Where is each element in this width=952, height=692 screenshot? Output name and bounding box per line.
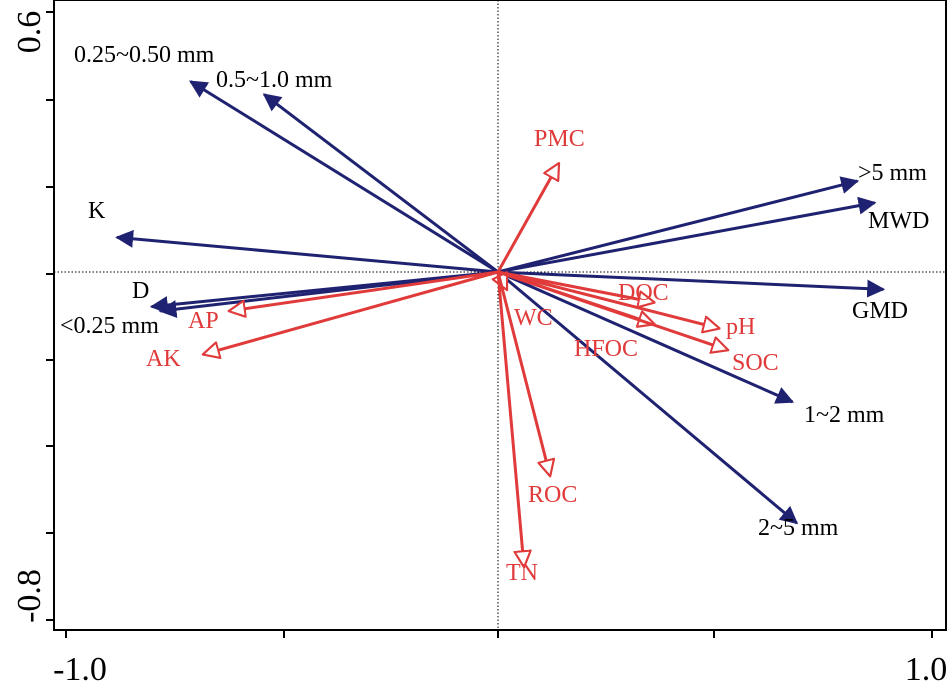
explanatory-label: WC [514,305,553,331]
explanatory-label: AK [146,346,181,372]
explanatory-arrow [497,270,727,350]
x-tick-label-left: -1.0 [53,651,107,688]
explanatory-label: TN [506,560,538,586]
response-label: K [88,198,106,224]
x-axis-ticks [65,630,933,638]
response-arrow [158,270,499,319]
response-label: 0.25~0.50 mm [74,42,215,68]
explanatory-arrow [204,270,499,354]
response-label: D [132,278,149,304]
explanatory-arrow [497,270,654,302]
explanatory-label: SOC [732,350,779,376]
y-axis-ticks [46,11,54,621]
response-label: 0.5~1.0 mm [216,67,333,93]
explanatory-label: DOC [618,280,669,306]
plot-frame [53,0,947,631]
response-label: MWD [868,208,929,234]
response-arrow [497,196,877,274]
response-label: 1~2 mm [804,402,885,428]
y-tick-label-bottom: -0.8 [11,569,48,623]
explanatory-label: ROC [528,482,577,508]
response-label: GMD [852,298,908,324]
response-arrow [115,229,499,274]
response-arrow [189,80,499,274]
explanatory-label: HFOC [574,336,638,362]
response-arrow [497,270,799,525]
response-label: 2~5 mm [758,515,839,541]
response-vectors: 0.25~0.50 mm0.5~1.0 mm >5 mm MWD K D <0.25 mm… [60,42,929,541]
explanatory-arrow [497,270,719,328]
explanatory-arrow [496,271,550,476]
response-arrow [262,93,499,274]
explanatory-label: PMC [534,126,585,152]
x-tick-label-right: 1.0 [905,651,948,688]
explanatory-label: AP [188,308,219,334]
response-arrow [497,270,795,404]
explanatory-label: pH [726,314,755,340]
response-label: >5 mm [858,160,927,186]
explanatory-arrow [496,271,524,566]
response-arrow [497,270,886,298]
y-tick-label-top: 0.6 [11,11,48,54]
explanatory-arrow [230,270,499,311]
explanatory-arrow [496,164,559,273]
response-arrow [497,176,860,274]
response-label: <0.25 mm [60,313,159,339]
explanatory-vectors: PMC AP AK WC DOC HFOC pH SOC ROC TN [146,126,779,586]
